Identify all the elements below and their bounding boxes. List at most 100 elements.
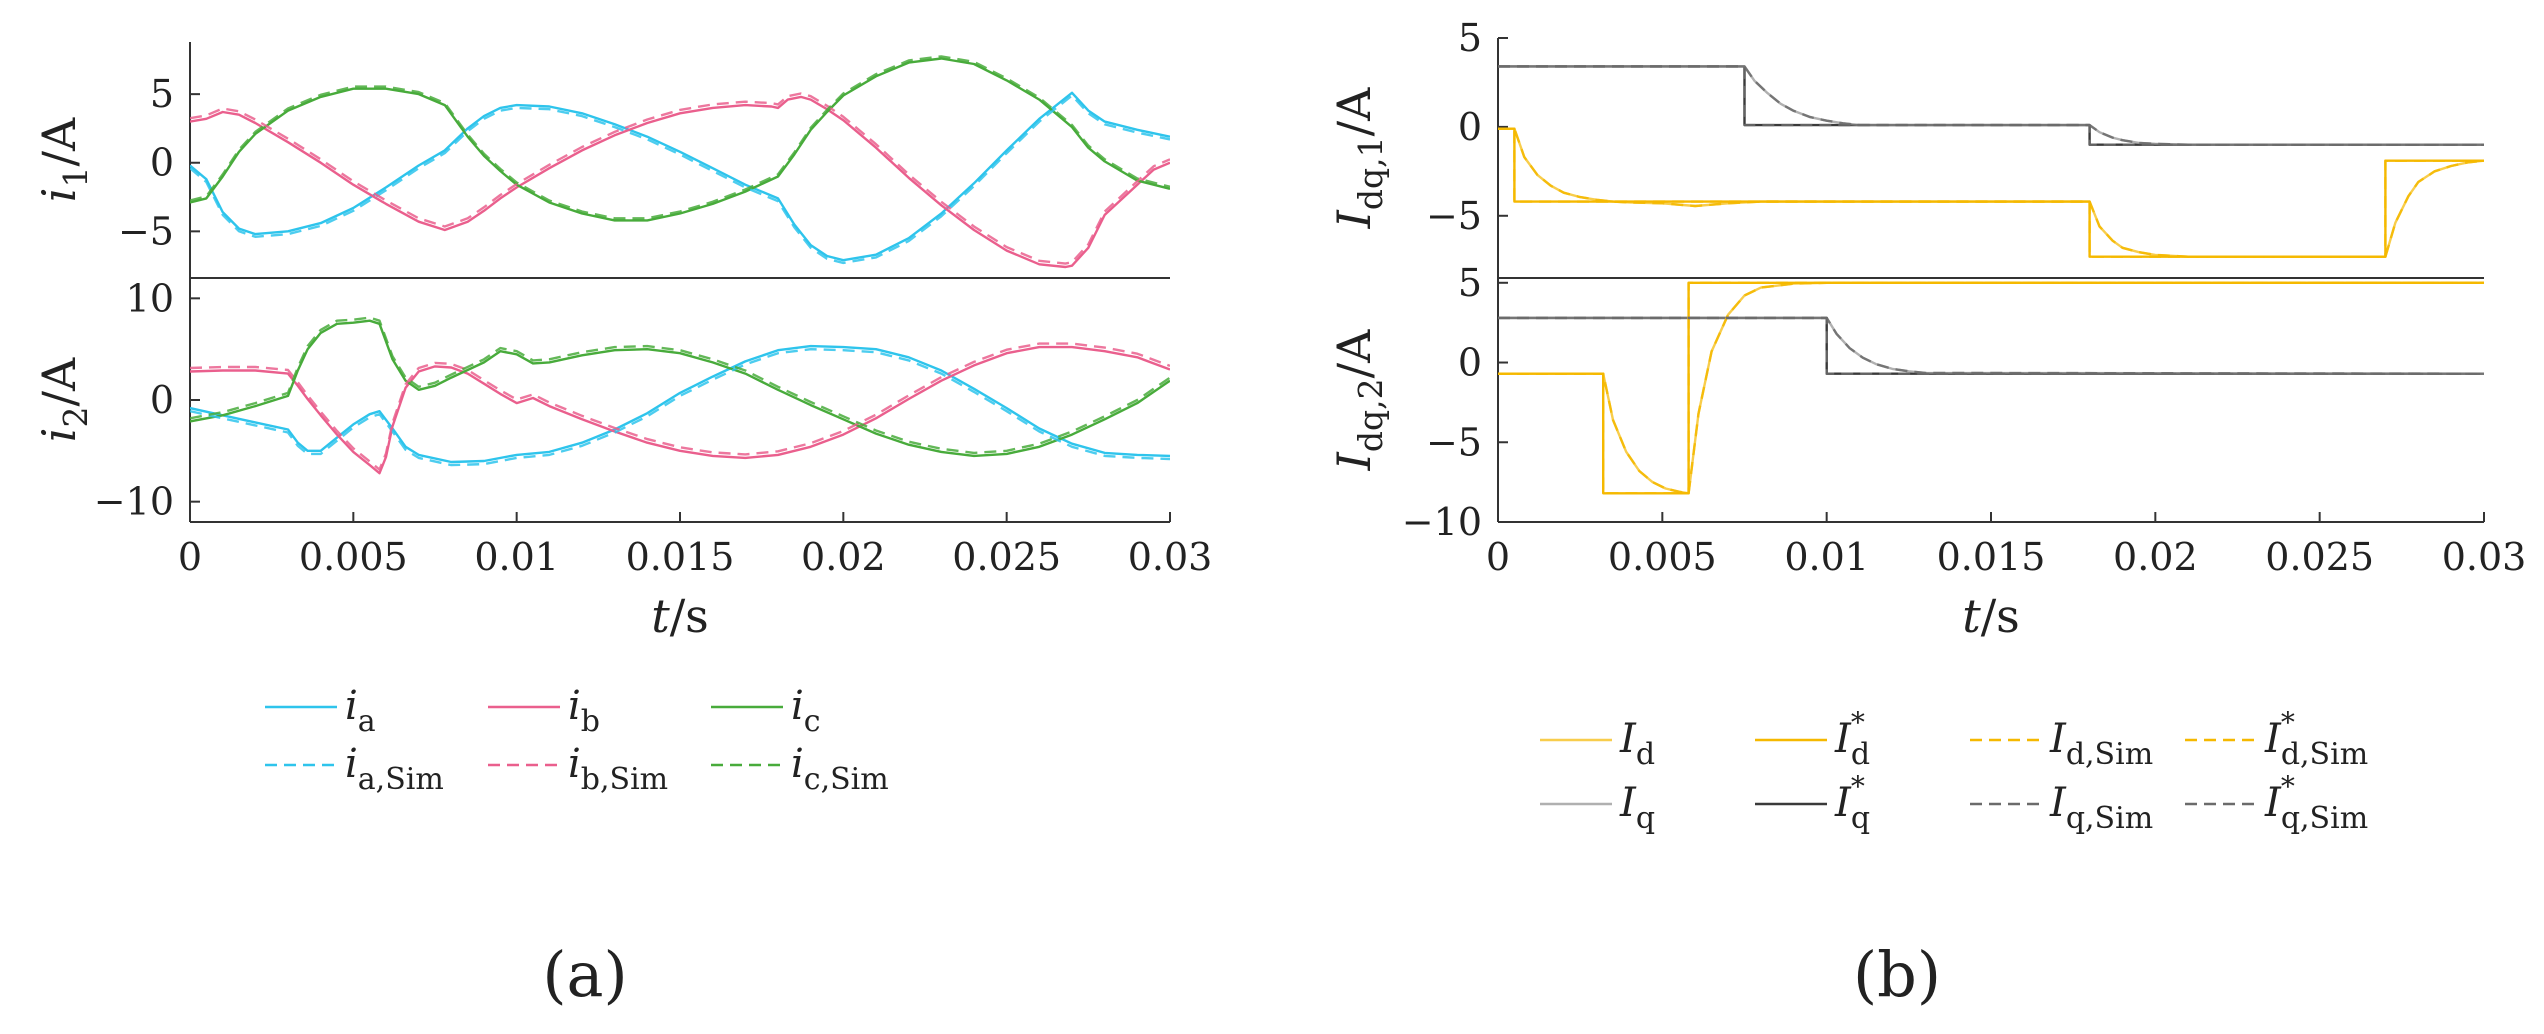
y-tick-label: −5 — [1426, 420, 1482, 464]
legend-label: ib — [568, 683, 600, 739]
legend-b-item: Id,Sim — [1970, 716, 2153, 772]
x-tick-label: 0.025 — [2265, 535, 2374, 579]
x-tick-label: 0.03 — [2442, 535, 2527, 579]
x-tick-label: 0 — [178, 535, 202, 579]
series-group — [190, 316, 1170, 475]
legend-b-item: I* d — [1755, 706, 1870, 772]
series-i-d-sim-dashed-line — [1498, 281, 2484, 495]
y-axis-title: i2/A — [32, 357, 95, 442]
legend-label: ia — [345, 683, 376, 739]
legend-label: I* q — [1834, 770, 1870, 836]
legend-a-item: ic — [711, 683, 821, 739]
series-i-q-sim-ref-dashed-line — [1498, 316, 2484, 375]
series-i-d-line — [1498, 127, 2484, 258]
series-group — [1498, 65, 2484, 258]
legend-a: ia ib ic ia,Sim ib,Sim ic,Sim — [265, 683, 889, 797]
legend-b-item: I* q,Sim — [2185, 770, 2368, 836]
legend-a-item: ib — [488, 683, 600, 739]
series-i-q-sim-dashed-line — [1498, 65, 2484, 146]
series-i-q-ref-line — [1498, 65, 2484, 146]
legend-label: I* d,Sim — [2264, 706, 2368, 772]
x-axis-title: t/s — [651, 589, 709, 643]
legend-b: Id I* d Id,Sim I* d,Sim Iq I* q Iq,Sim I* q,Sim — [1540, 706, 2368, 836]
y-axis-title: i1/A — [32, 117, 95, 202]
x-tick-label: 0.03 — [1128, 535, 1213, 579]
series-i-d-sim-ref-dashed-line — [1498, 127, 2484, 258]
x-tick-label: 0.015 — [626, 535, 735, 579]
legend-label: Id,Sim — [2049, 716, 2153, 772]
y-tick-label: 0 — [1458, 105, 1482, 149]
legend-b-item: I* d,Sim — [2185, 706, 2368, 772]
series-i-q-line — [1498, 316, 2484, 375]
series-group — [1498, 281, 2484, 495]
x-tick-label: 0.02 — [801, 535, 886, 579]
x-axis-title: t/s — [1962, 589, 2020, 643]
series-i-b-line — [190, 95, 1170, 269]
legend-b-item: I* q — [1755, 770, 1870, 836]
y-tick-label: 5 — [150, 72, 174, 116]
legend-b-item: Iq — [1540, 780, 1655, 836]
series-i-b-line — [190, 345, 1170, 475]
series-i-a-sim-dashed-line — [190, 94, 1170, 265]
legend-label: ic,Sim — [791, 741, 889, 797]
x-tick-label: 0.015 — [1937, 535, 2046, 579]
x-tick-label: 0.01 — [474, 535, 559, 579]
plot-b-bottom: −10 −5 0 5 0 0.005 0.01 0.015 0.02 0.025 0.03 t/s Id… — [1327, 261, 2526, 643]
legend-label: Iq,Sim — [2049, 780, 2153, 836]
y-tick-label: 5 — [1458, 261, 1482, 305]
series-group — [190, 55, 1170, 269]
series-i-q-sim-dashed-line — [1498, 316, 2484, 375]
legends-layer: ia ib ic ia,Sim ib,Sim ic,Sim Id I* d Id,Sim I* d,S… — [265, 683, 2368, 836]
x-tick-label: 0.005 — [299, 535, 408, 579]
y-axis-title: Idq,1/A — [1327, 87, 1390, 229]
legend-label: ic — [791, 683, 821, 739]
series-i-b-sim-dashed-line — [190, 92, 1170, 265]
legend-label: I* d — [1834, 706, 1870, 772]
series-i-d-line — [1498, 281, 2484, 495]
plot-b-top: −5 0 5 Idq,1/A — [1327, 16, 2484, 279]
series-i-c-sim-dashed-line — [190, 55, 1170, 220]
series-i-d-sim-ref-dashed-line — [1498, 281, 2484, 495]
series-i-q-ref-line — [1498, 316, 2484, 375]
legend-label: I* q,Sim — [2264, 770, 2368, 836]
x-tick-label: 0.005 — [1608, 535, 1717, 579]
series-i-q-sim-ref-dashed-line — [1498, 65, 2484, 146]
legend-a-item: ib,Sim — [488, 741, 668, 797]
y-axis-title: Idq,2/A — [1327, 329, 1390, 471]
y-tick-label: −10 — [1402, 500, 1482, 544]
legend-label: Id — [1619, 716, 1655, 772]
x-tick-label: 0.025 — [952, 535, 1061, 579]
series-i-c-line — [190, 319, 1170, 458]
x-tick-label: 0.02 — [2113, 535, 2198, 579]
y-tick-label: 0 — [150, 141, 174, 185]
legend-a-item: ia,Sim — [265, 741, 444, 797]
series-i-d-ref-line — [1498, 281, 2484, 495]
series-i-a-sim-dashed-line — [190, 348, 1170, 467]
series-i-c-sim-dashed-line — [190, 316, 1170, 455]
legend-a-item: ia — [265, 683, 376, 739]
series-i-a-line — [190, 91, 1170, 262]
series-i-d-sim-dashed-line — [1498, 127, 2484, 258]
legend-label: ia,Sim — [345, 741, 444, 797]
y-tick-label: −5 — [1426, 194, 1482, 238]
x-tick-label: 0.01 — [1784, 535, 1869, 579]
plot-a-top: −5 0 5 i1/A — [32, 42, 1170, 279]
x-tick-label: 0 — [1486, 535, 1510, 579]
legend-b-item: Iq,Sim — [1970, 780, 2153, 836]
series-i-d-ref-line — [1498, 127, 2484, 258]
series-i-c-line — [190, 57, 1170, 222]
legend-label: ib,Sim — [568, 741, 668, 797]
legend-label: Iq — [1619, 780, 1655, 836]
legend-a-item: ic,Sim — [711, 741, 889, 797]
legend-b-item: Id — [1540, 716, 1655, 772]
y-tick-label: 0 — [150, 378, 174, 422]
panel-label-a: (a) — [542, 938, 627, 1011]
y-tick-label: −10 — [94, 480, 174, 524]
panel-label-b: (b) — [1853, 938, 1941, 1011]
series-i-b-sim-dashed-line — [190, 342, 1170, 471]
series-i-q-line — [1498, 65, 2484, 146]
y-tick-label: 5 — [1458, 16, 1482, 60]
series-i-a-line — [190, 344, 1170, 464]
